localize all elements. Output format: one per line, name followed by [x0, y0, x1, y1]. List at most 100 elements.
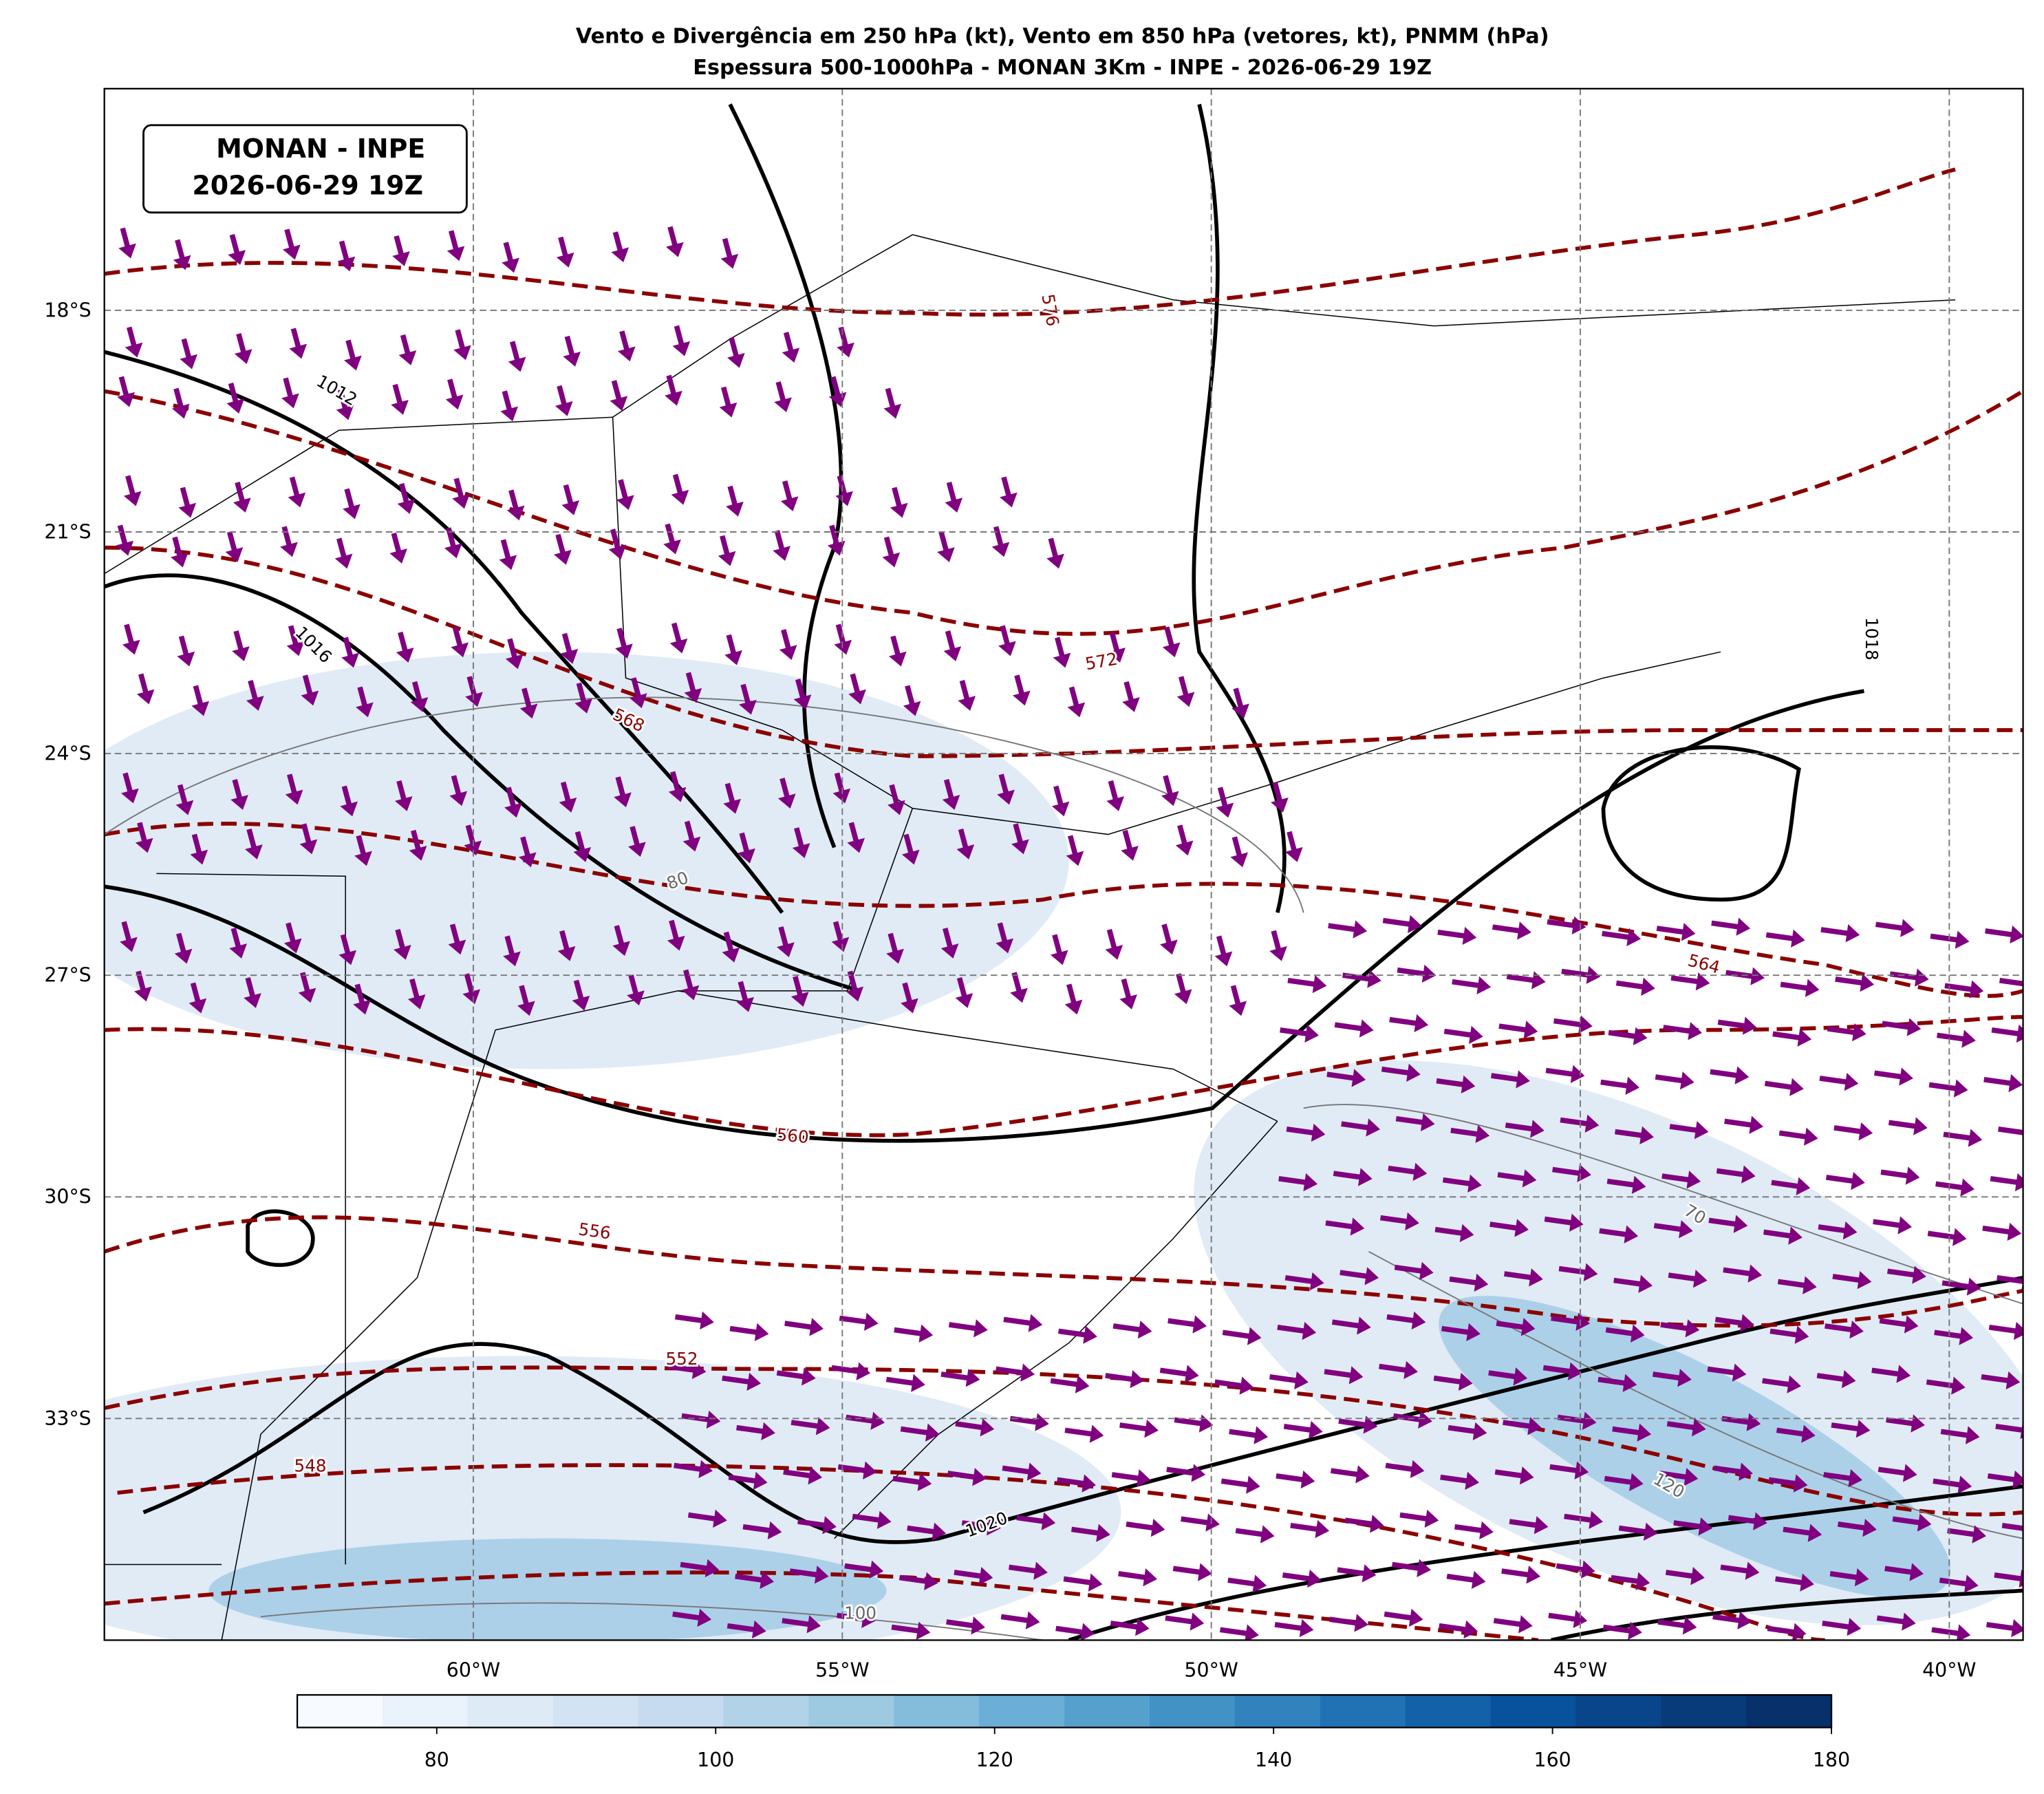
wind-arrow: [555, 385, 573, 416]
arrow-shape: [1661, 1171, 1701, 1189]
wind-arrow: [1290, 1519, 1330, 1539]
wind-arrow: [1545, 1065, 1585, 1083]
wind-arrow: [503, 935, 521, 967]
wind-arrow: [554, 533, 572, 565]
info-box: [142, 124, 468, 214]
wind-arrow: [1725, 967, 1765, 985]
arrow-shape: [1999, 974, 2023, 994]
wind-arrow: [1010, 972, 1028, 1003]
wind-arrow: [1763, 1226, 1803, 1245]
arrow-shape: [226, 383, 245, 414]
arrow-shape: [1551, 1312, 1591, 1331]
wind-arrow: [1385, 1460, 1425, 1478]
wind-arrow: [1943, 1129, 1983, 1147]
wind-arrow: [852, 1510, 892, 1529]
wind-arrow: [1325, 1217, 1365, 1236]
wind-arrow: [1604, 1473, 1644, 1491]
arrow-shape: [1105, 1369, 1145, 1389]
wind-arrow: [1330, 1465, 1370, 1484]
arrow-shape: [1547, 916, 1586, 935]
arrow-shape: [1230, 836, 1248, 868]
wind-arrow: [2001, 1519, 2023, 1539]
wind-arrow: [612, 925, 630, 957]
wind-arrow: [444, 527, 462, 559]
arrow-shape: [559, 781, 577, 813]
arrow-shape: [505, 638, 524, 670]
arrow-shape: [1618, 1522, 1658, 1541]
wind-arrow: [191, 685, 209, 716]
arrow-shape: [1055, 1623, 1095, 1641]
arrow-shape: [1825, 1320, 1864, 1339]
arrow-shape: [724, 634, 742, 665]
wind-arrow: [739, 683, 757, 715]
wind-arrow: [1608, 1027, 1648, 1045]
arrow-shape: [907, 1522, 947, 1541]
wind-arrow: [1928, 1079, 1968, 1098]
arrow-shape: [334, 537, 353, 569]
arrow-shape: [398, 334, 417, 365]
arrow-shape: [1271, 781, 1289, 813]
arrow-shape: [1886, 1414, 1925, 1433]
arrow-shape: [722, 1372, 762, 1391]
wind-arrow: [560, 632, 579, 664]
arrow-shape: [572, 979, 590, 1011]
wind-arrow: [1384, 1608, 1423, 1627]
arrow-shape: [499, 539, 517, 570]
wind-arrow: [1939, 1574, 1979, 1593]
wind-arrow: [1181, 1513, 1220, 1532]
wind-arrow: [286, 625, 305, 656]
arrow-shape: [1613, 1274, 1653, 1293]
wind-arrow: [1548, 1610, 1588, 1628]
wind-arrow: [391, 383, 409, 415]
arrow-shape: [517, 985, 535, 1016]
y-tick-label: 24°S: [44, 743, 91, 765]
arrow-shape: [396, 631, 414, 663]
arrow-shape: [1602, 928, 1641, 946]
arrow-shape: [1161, 775, 1179, 807]
wind-arrow: [783, 1466, 823, 1485]
arrow-shape: [448, 923, 466, 955]
wind-arrow: [888, 635, 907, 667]
arrow-shape: [1222, 1327, 1262, 1345]
wind-arrow: [722, 1372, 762, 1391]
wind-arrow: [882, 536, 901, 568]
arrow-shape: [1767, 1623, 1807, 1641]
wind-arrow: [956, 828, 975, 859]
wind-arrow: [719, 386, 738, 418]
wind-arrow: [846, 970, 864, 1002]
wind-arrow: [447, 230, 465, 261]
wind-arrow: [1324, 1366, 1364, 1385]
wind-arrow: [1991, 1024, 2023, 1043]
colorbar-frame: [296, 1694, 1833, 1729]
wind-arrow: [1119, 978, 1137, 1010]
wind-arrow: [173, 239, 191, 270]
wind-arrow: [1879, 1315, 1919, 1334]
wind-arrow: [608, 528, 627, 560]
wind-arrow: [722, 931, 740, 963]
wind-arrow: [1661, 1171, 1701, 1189]
arrow-shape: [666, 226, 684, 257]
arrow-shape: [1725, 967, 1765, 985]
wind-arrow: [1549, 1461, 1589, 1480]
colorbar-swatch: [552, 1695, 639, 1728]
wind-arrow: [1710, 1066, 1750, 1085]
wind-arrow: [663, 523, 681, 555]
arrow-shape: [1122, 681, 1140, 712]
arrow-shape: [1927, 1228, 1967, 1246]
wind-arrow: [1498, 1021, 1538, 1039]
wind-arrow: [122, 623, 140, 655]
arrow-shape: [171, 536, 189, 568]
arrow-shape: [1888, 1117, 1928, 1135]
arrow-shape: [1506, 971, 1546, 990]
colorbar-tick-label: 160: [1534, 1749, 1571, 1771]
wind-arrow: [1724, 1115, 1763, 1134]
wind-arrow: [937, 531, 955, 562]
arrow-shape: [671, 473, 689, 505]
arrow-shape: [1165, 1612, 1205, 1631]
arrow-shape: [1491, 1070, 1530, 1089]
arrow-shape: [1611, 1572, 1650, 1590]
arrow-shape: [1615, 1126, 1654, 1144]
wind-arrow: [1818, 1221, 1858, 1240]
arrow-shape: [1498, 1021, 1538, 1039]
wind-arrow: [780, 480, 799, 512]
